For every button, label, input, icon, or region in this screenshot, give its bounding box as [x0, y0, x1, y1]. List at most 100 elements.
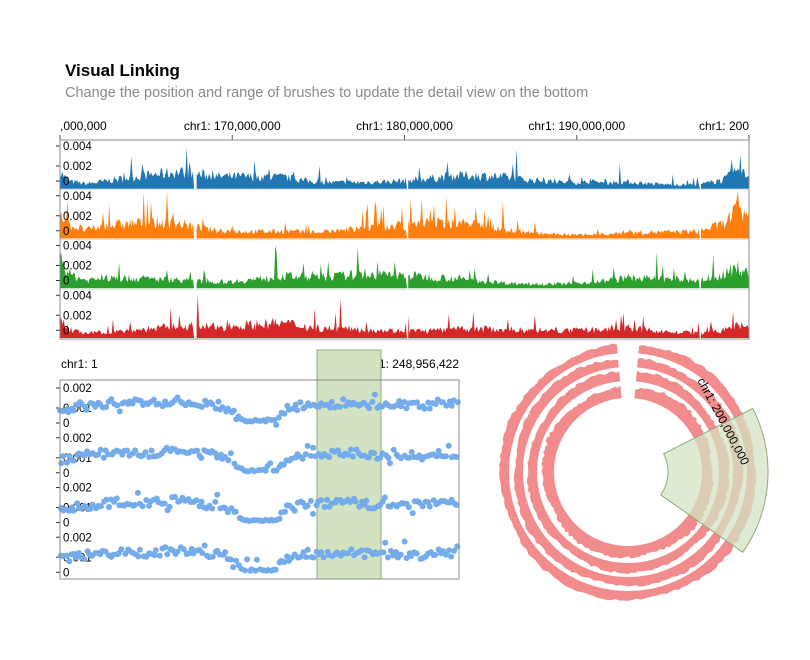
scatter-point	[227, 450, 234, 457]
y-tick-label: 0	[63, 418, 69, 430]
scatter-point	[453, 502, 460, 508]
y-tick-label: 0.002	[63, 161, 92, 173]
y-tick-label: 0.002	[63, 261, 92, 273]
scatter-point	[135, 553, 142, 560]
scatter-point	[114, 402, 121, 409]
scatter-point	[275, 414, 282, 421]
top-x-tick-label: chr1: 200	[699, 119, 749, 133]
scatter-point	[414, 399, 420, 406]
scatter-point	[320, 554, 327, 561]
scatter-point	[340, 396, 347, 403]
bottom-left-scatter-panel[interactable]: chr1: 1 chr1: 248,956,422 0.0020.00100.0…	[56, 349, 461, 580]
scatter-point	[304, 546, 311, 553]
top-area-tracks: 0.0040.00200.0040.00200.0040.00200.0040.…	[56, 141, 749, 338]
top-x-tick-label: ,000,000	[60, 119, 107, 133]
scatter-point	[81, 556, 88, 562]
scatter-point	[307, 452, 314, 459]
scatter-point	[174, 548, 181, 555]
scatter-point	[113, 495, 120, 502]
scatter-point	[284, 553, 291, 560]
y-tick-label: 0	[63, 567, 69, 579]
scatter-point	[230, 407, 237, 414]
scatter-point	[299, 455, 306, 462]
scatter-point	[280, 461, 287, 468]
scatter-point	[74, 500, 81, 507]
scatter-point	[318, 497, 324, 504]
scatter-point	[70, 507, 77, 514]
scatter-point	[63, 459, 70, 466]
scatter-point	[361, 554, 368, 561]
scatter-point	[358, 547, 365, 554]
scatter-point	[304, 502, 311, 509]
area-series-3	[60, 245, 749, 289]
scatter-point	[89, 501, 96, 508]
scatter-point	[215, 398, 222, 405]
scatter-point	[131, 501, 138, 508]
scatter-point	[152, 547, 159, 554]
scatter-point	[448, 553, 455, 560]
scatter-point	[426, 405, 433, 412]
scatter-point	[435, 447, 442, 454]
scatter-point	[446, 547, 452, 554]
scatter-point	[448, 496, 455, 503]
scatter-point	[98, 503, 104, 510]
scatter-point	[198, 404, 205, 410]
scatter-point	[310, 444, 317, 451]
scatter-point	[174, 394, 181, 401]
scatter-point	[164, 551, 171, 558]
scatter-point	[328, 398, 335, 405]
scatter-point	[396, 398, 403, 404]
y-tick-label: 0.004	[63, 241, 92, 253]
scatter-point	[151, 552, 158, 559]
scatter-point	[116, 408, 123, 415]
scatter-point	[403, 555, 410, 562]
scatter-point	[209, 553, 216, 560]
scatter-point	[267, 460, 274, 467]
bl-scatter-tracks: 0.0020.00100.0020.00100.0020.00100.0020.…	[56, 383, 461, 579]
scatter-point	[233, 557, 240, 564]
scatter-point	[292, 401, 299, 408]
top-x-axis: ,000,000 chr1: 170,000,000 chr1: 180,000,0…	[59, 119, 750, 141]
top-x-tick-label: chr1: 170,000,000	[184, 119, 281, 133]
bl-brush-rect[interactable]	[316, 349, 382, 580]
scatter-point	[150, 396, 157, 403]
scatter-point	[188, 545, 195, 552]
area-track-2: 0.004 0.002 0	[56, 189, 749, 239]
scatter-point	[419, 503, 426, 510]
scatter-point	[193, 497, 200, 504]
y-tick-label: 0.002	[63, 532, 92, 544]
scatter-point	[291, 507, 298, 514]
bl-panel-frame	[59, 379, 460, 580]
scatter-point	[143, 497, 150, 503]
scatter-point	[409, 510, 416, 517]
scatter-point	[81, 452, 88, 459]
circular-brush-wedge[interactable]	[660, 407, 769, 553]
area-track-1: 0.004 0.002 0	[56, 141, 749, 189]
scatter-point	[271, 417, 278, 423]
scatter-point	[380, 549, 387, 556]
scatter-point	[321, 503, 328, 510]
scatter-point	[297, 553, 304, 560]
scatter-point	[166, 503, 173, 510]
circular-brush[interactable]	[660, 407, 769, 553]
scatter-point	[106, 504, 112, 510]
y-tick-label: 0	[63, 176, 69, 188]
scatter-point	[390, 446, 397, 453]
bl-x-start-label: chr1: 1	[61, 357, 98, 371]
scatter-point	[303, 554, 310, 561]
circular-panel[interactable]: chr1: 200,000,000	[499, 343, 769, 601]
scatter-point	[371, 391, 378, 398]
scatter-point	[124, 447, 131, 454]
top-x-tick-label: chr1: 180,000,000	[356, 119, 453, 133]
scatter-point	[244, 556, 251, 563]
scatter-point	[443, 453, 449, 460]
scatter-point	[318, 549, 325, 556]
scatter-point	[398, 403, 404, 410]
scatter-point	[60, 453, 67, 460]
bl-brush[interactable]	[316, 349, 382, 580]
top-linear-panel[interactable]: ,000,000 chr1: 170,000,000 chr1: 180,000,0…	[56, 119, 750, 340]
scatter-point	[103, 404, 110, 411]
area-track-3: 0.004 0.002 0	[56, 239, 749, 289]
